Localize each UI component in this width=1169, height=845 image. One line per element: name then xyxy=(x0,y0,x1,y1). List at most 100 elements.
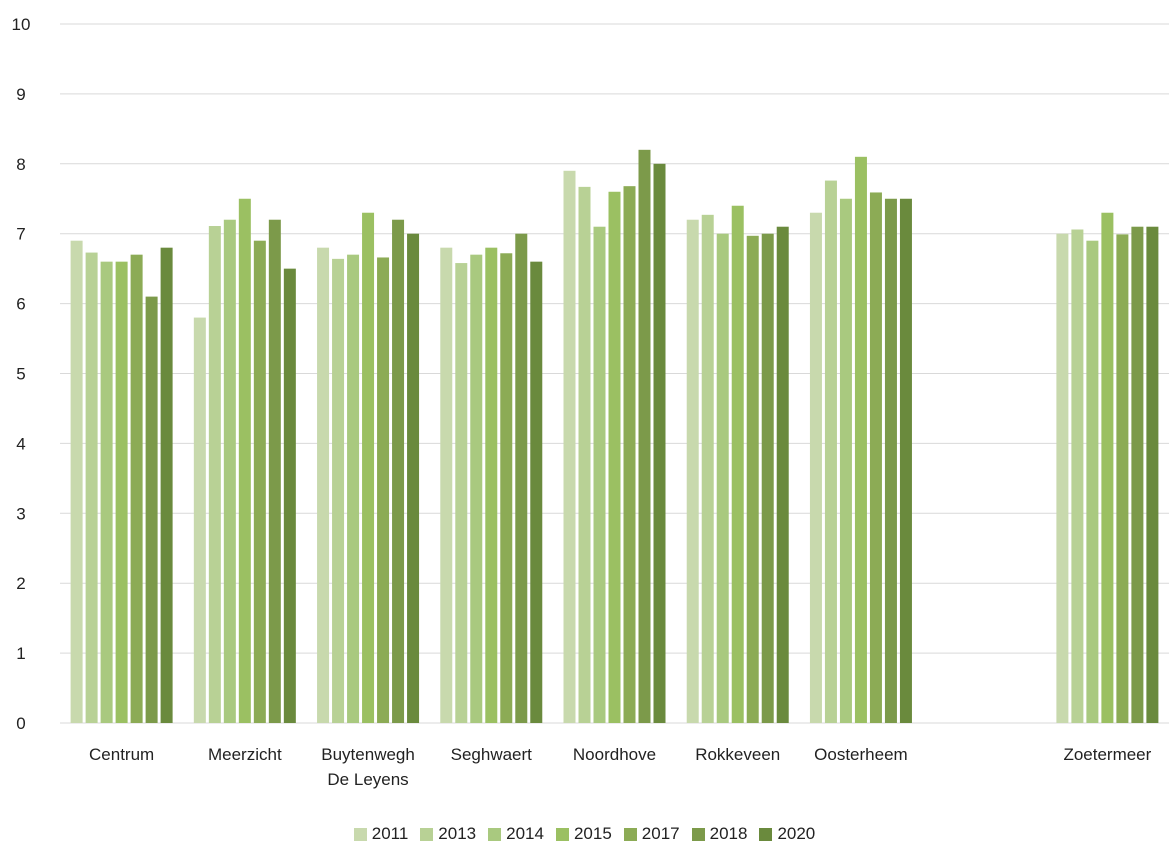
bar-2011 xyxy=(70,240,83,723)
legend-swatch xyxy=(691,827,705,841)
legend-item: 2014 xyxy=(488,824,544,844)
y-tick-label: 7 xyxy=(16,225,25,244)
bar-2013 xyxy=(208,226,221,724)
category-label: Zoetermeer xyxy=(1063,745,1151,764)
category-label: Rokkeveen xyxy=(695,745,780,764)
bar-2020 xyxy=(407,233,420,723)
legend-item: 2011 xyxy=(353,824,409,844)
bar-2013 xyxy=(85,252,98,723)
bar-2017 xyxy=(869,192,882,724)
category-label: Oosterheem xyxy=(814,745,908,764)
bar-2011 xyxy=(686,219,699,723)
bar-2014 xyxy=(223,219,236,723)
category-label: Buytenwegh xyxy=(321,745,415,764)
bar-2020 xyxy=(283,268,296,723)
bar-2020 xyxy=(160,247,173,723)
y-tick-label: 0 xyxy=(16,714,25,733)
bar-2020 xyxy=(530,261,543,723)
y-tick-label: 4 xyxy=(16,434,25,453)
legend-swatch xyxy=(353,827,367,841)
y-tick-label: 8 xyxy=(16,155,25,174)
legend-label: 2011 xyxy=(371,824,409,843)
legend-item: 2018 xyxy=(691,824,748,844)
bar-2017 xyxy=(253,240,266,723)
bar-2013 xyxy=(701,214,714,723)
bar-2015 xyxy=(1101,212,1114,724)
bar-2020 xyxy=(899,198,912,723)
bar-2014 xyxy=(100,261,113,723)
legend-label: 2017 xyxy=(641,824,680,843)
category-label: Centrum xyxy=(89,745,154,764)
bar-2014 xyxy=(839,198,852,723)
y-axis-tick-labels: 0 1 2 3 4 5 6 7 8 9 10 xyxy=(12,15,31,733)
bar-2011 xyxy=(1056,233,1069,723)
y-tick-label: 2 xyxy=(16,574,25,593)
bar-2011 xyxy=(317,247,330,723)
y-tick-label: 3 xyxy=(16,504,25,523)
legend-label: 2018 xyxy=(709,824,748,843)
category-label: Seghwaert xyxy=(451,745,533,764)
bar-2014 xyxy=(716,233,729,723)
bar-2014 xyxy=(347,254,360,724)
bar-2013 xyxy=(824,180,837,724)
legend-item: 2013 xyxy=(420,824,476,844)
bar-2014 xyxy=(470,254,483,724)
bar-2018 xyxy=(1131,226,1144,723)
bar-2017 xyxy=(746,235,759,723)
bar-2018 xyxy=(515,233,528,723)
bar-2017 xyxy=(623,186,636,724)
bar-2011 xyxy=(809,212,822,724)
bar-2013 xyxy=(332,258,345,723)
bar-2011 xyxy=(563,170,576,724)
bar-2018 xyxy=(638,149,651,723)
legend-label: 2020 xyxy=(777,824,816,843)
bar-2018 xyxy=(268,219,281,723)
bar-2014 xyxy=(1086,240,1099,723)
category-label: De Leyens xyxy=(327,770,408,789)
legend-swatch xyxy=(759,827,773,841)
bar-2017 xyxy=(1116,234,1129,724)
x-axis-category-labels: Centrum Meerzicht Buytenwegh De Leyens Seghw… xyxy=(89,745,1152,789)
bar-2015 xyxy=(115,261,128,723)
legend-swatch xyxy=(623,827,637,841)
category-label: Meerzicht xyxy=(208,745,282,764)
bar-2013 xyxy=(1071,229,1084,724)
legend: 2011 2013 2014 2015 2017 2018 2020 xyxy=(0,824,1169,844)
bar-2020 xyxy=(653,163,666,724)
bar-2018 xyxy=(392,219,405,723)
bar-2017 xyxy=(500,253,513,723)
bar-2017 xyxy=(130,254,143,724)
legend-item: 2017 xyxy=(623,824,680,844)
bar-2015 xyxy=(485,247,498,723)
y-tick-label: 10 xyxy=(12,15,31,34)
legend-label: 2015 xyxy=(573,824,612,843)
y-tick-label: 6 xyxy=(16,295,25,314)
bar-2014 xyxy=(593,226,606,723)
bar-2011 xyxy=(440,247,453,723)
bar-2015 xyxy=(731,205,744,724)
bar-2017 xyxy=(377,257,390,723)
bar-2018 xyxy=(761,233,774,723)
bar-2018 xyxy=(145,296,158,723)
category-label: Noordhove xyxy=(573,745,656,764)
legend-item: 2015 xyxy=(555,824,612,844)
bar-2015 xyxy=(238,198,251,723)
legend-label: 2014 xyxy=(506,824,544,843)
bar-2013 xyxy=(578,186,591,723)
legend-label: 2013 xyxy=(438,824,477,843)
bar-2018 xyxy=(884,198,897,723)
bar-2020 xyxy=(776,226,789,723)
y-tick-label: 5 xyxy=(16,365,25,384)
bar-2015 xyxy=(362,212,375,724)
bar-2015 xyxy=(608,191,621,723)
legend-swatch xyxy=(420,827,434,841)
bar-chart: 0 1 2 3 4 5 6 7 8 9 10 Centrum Meerzicht Buytenwegh D… xyxy=(12,15,1169,789)
legend-swatch xyxy=(488,827,502,841)
bar-2015 xyxy=(854,156,867,723)
bar-2011 xyxy=(193,317,206,723)
legend-swatch xyxy=(555,827,569,841)
bar-2013 xyxy=(455,263,468,723)
bars xyxy=(70,149,1159,724)
legend-item: 2020 xyxy=(759,824,815,844)
y-tick-label: 1 xyxy=(16,644,25,663)
